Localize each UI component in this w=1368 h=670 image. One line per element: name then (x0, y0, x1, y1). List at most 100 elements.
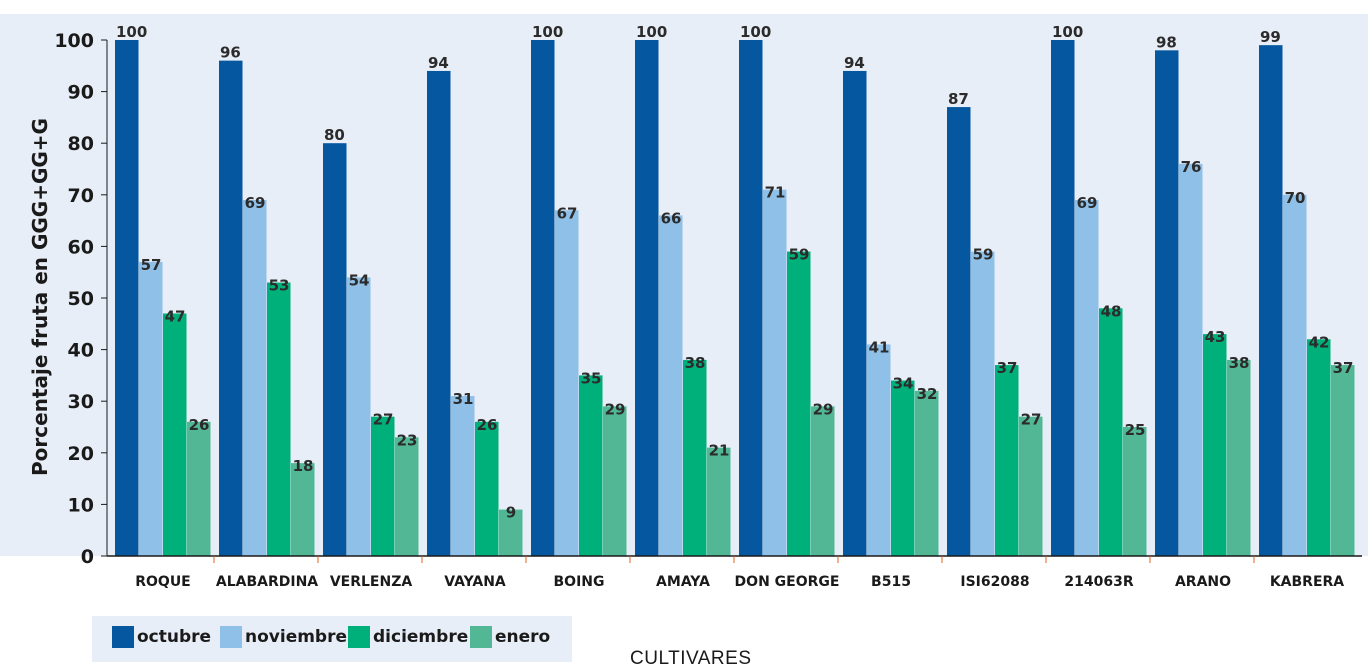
bar-value-label: 41 (869, 338, 890, 356)
x-tick-label: ISI62088 (960, 574, 1029, 590)
bar-enero (1019, 416, 1043, 556)
legend-swatch-diciembre (348, 626, 370, 648)
legend: octubre noviembre diciembre enero (92, 616, 572, 662)
x-axis-ticks: ROQUE ALABARDINA VERLENZA VAYANA BOING AMAYA D… (135, 556, 1344, 590)
y-tick-label: 40 (68, 340, 94, 362)
bar-diciembre (1307, 339, 1331, 556)
bar-value-label: 32 (917, 385, 938, 403)
bar-value-label: 26 (477, 416, 498, 434)
bar-value-label: 35 (581, 369, 602, 387)
y-tick-label: 10 (68, 494, 94, 516)
bar-enero (187, 421, 211, 556)
bar-value-label: 59 (973, 246, 994, 264)
bar-octubre (739, 40, 763, 556)
bar-value-label: 18 (293, 457, 314, 475)
bar-noviembre (139, 261, 163, 556)
bar-value-label: 26 (189, 416, 210, 434)
y-tick-label: 70 (68, 185, 94, 207)
bar-value-label: 48 (1101, 302, 1122, 320)
bar-diciembre (579, 375, 603, 556)
bar-value-label: 23 (397, 431, 418, 449)
bar-value-label: 76 (1181, 158, 1202, 176)
bar-value-label: 29 (605, 400, 626, 418)
bar-diciembre (891, 380, 915, 556)
x-tick-label: 214063R (1064, 574, 1133, 590)
y-tick-label: 60 (68, 236, 94, 258)
x-axis-title: CULTIVARES (630, 648, 752, 669)
bar-value-label: 87 (948, 90, 969, 108)
legend-swatch-octubre (112, 626, 134, 648)
bar-enero (1331, 365, 1355, 556)
bar-diciembre (1203, 334, 1227, 556)
legend-label-noviembre: noviembre (245, 627, 348, 647)
bar-value-label: 66 (661, 209, 682, 227)
bar-octubre (1051, 40, 1075, 556)
bar-value-label: 37 (1333, 359, 1354, 377)
y-tick-label: 90 (68, 82, 94, 104)
bar-noviembre (1075, 199, 1099, 556)
x-tick-label: B515 (871, 574, 911, 590)
bar-octubre (115, 40, 139, 556)
x-tick-label: DON GEORGE (735, 574, 840, 590)
legend-item-diciembre: diciembre (348, 626, 468, 648)
bar-octubre (1259, 45, 1283, 556)
bar-octubre (1155, 50, 1179, 556)
bar-value-label: 99 (1260, 28, 1281, 46)
bar-enero (1123, 427, 1147, 556)
bar-noviembre (555, 210, 579, 556)
bar-octubre (843, 70, 867, 557)
bar-noviembre (1283, 194, 1307, 557)
bar-value-label: 100 (532, 23, 563, 41)
legend-swatch-noviembre (220, 626, 242, 648)
bar-value-label: 70 (1285, 189, 1306, 207)
bar-value-label: 43 (1205, 328, 1226, 346)
bar-value-label: 96 (220, 44, 241, 62)
bar-value-label: 37 (997, 359, 1018, 377)
bar-enero (1227, 359, 1251, 556)
bar-noviembre (243, 199, 267, 556)
bar-octubre (947, 107, 971, 556)
legend-item-octubre: octubre (112, 626, 211, 648)
bar-diciembre (371, 416, 395, 556)
bar-value-label: 71 (765, 184, 786, 202)
y-tick-label: 0 (81, 546, 94, 568)
y-tick-label: 50 (68, 288, 94, 310)
bar-value-label: 21 (709, 442, 730, 460)
bar-diciembre (163, 313, 187, 556)
bar-diciembre (683, 359, 707, 556)
x-tick-label: VERLENZA (330, 574, 413, 590)
bar-value-label: 94 (844, 54, 865, 72)
bar-diciembre (1099, 308, 1123, 556)
x-tick-label: VAYANA (444, 574, 506, 590)
bar-enero (395, 437, 419, 556)
bar-value-label: 34 (893, 375, 914, 393)
bar-noviembre (347, 277, 371, 556)
x-tick-label: ARANO (1175, 574, 1231, 590)
bar-value-label: 27 (1021, 411, 1042, 429)
bar-noviembre (867, 344, 891, 556)
legend-label-octubre: octubre (137, 627, 212, 647)
x-tick-label: AMAYA (656, 574, 710, 590)
bar-octubre (427, 70, 451, 557)
bar-noviembre (659, 215, 683, 556)
bar-octubre (531, 40, 555, 556)
bar-enero (603, 406, 627, 556)
legend-item-enero: enero (470, 626, 550, 648)
bar-value-label: 47 (165, 307, 186, 325)
bar-value-label: 53 (269, 277, 290, 295)
bar-diciembre (787, 251, 811, 556)
bar-value-label: 38 (1229, 354, 1250, 372)
bar-value-label: 98 (1156, 33, 1177, 51)
legend-item-noviembre: noviembre (220, 626, 347, 648)
bar-value-label: 59 (789, 246, 810, 264)
bar-diciembre (995, 365, 1019, 556)
x-tick-label: BOING (554, 574, 605, 590)
bar-octubre (323, 143, 347, 556)
bar-value-label: 80 (324, 126, 345, 144)
bar-value-label: 69 (245, 194, 266, 212)
bar-value-label: 38 (685, 354, 706, 372)
bar-value-label: 69 (1077, 194, 1098, 212)
bar-value-label: 57 (141, 256, 162, 274)
bar-value-label: 27 (373, 411, 394, 429)
bar-enero (499, 509, 523, 556)
